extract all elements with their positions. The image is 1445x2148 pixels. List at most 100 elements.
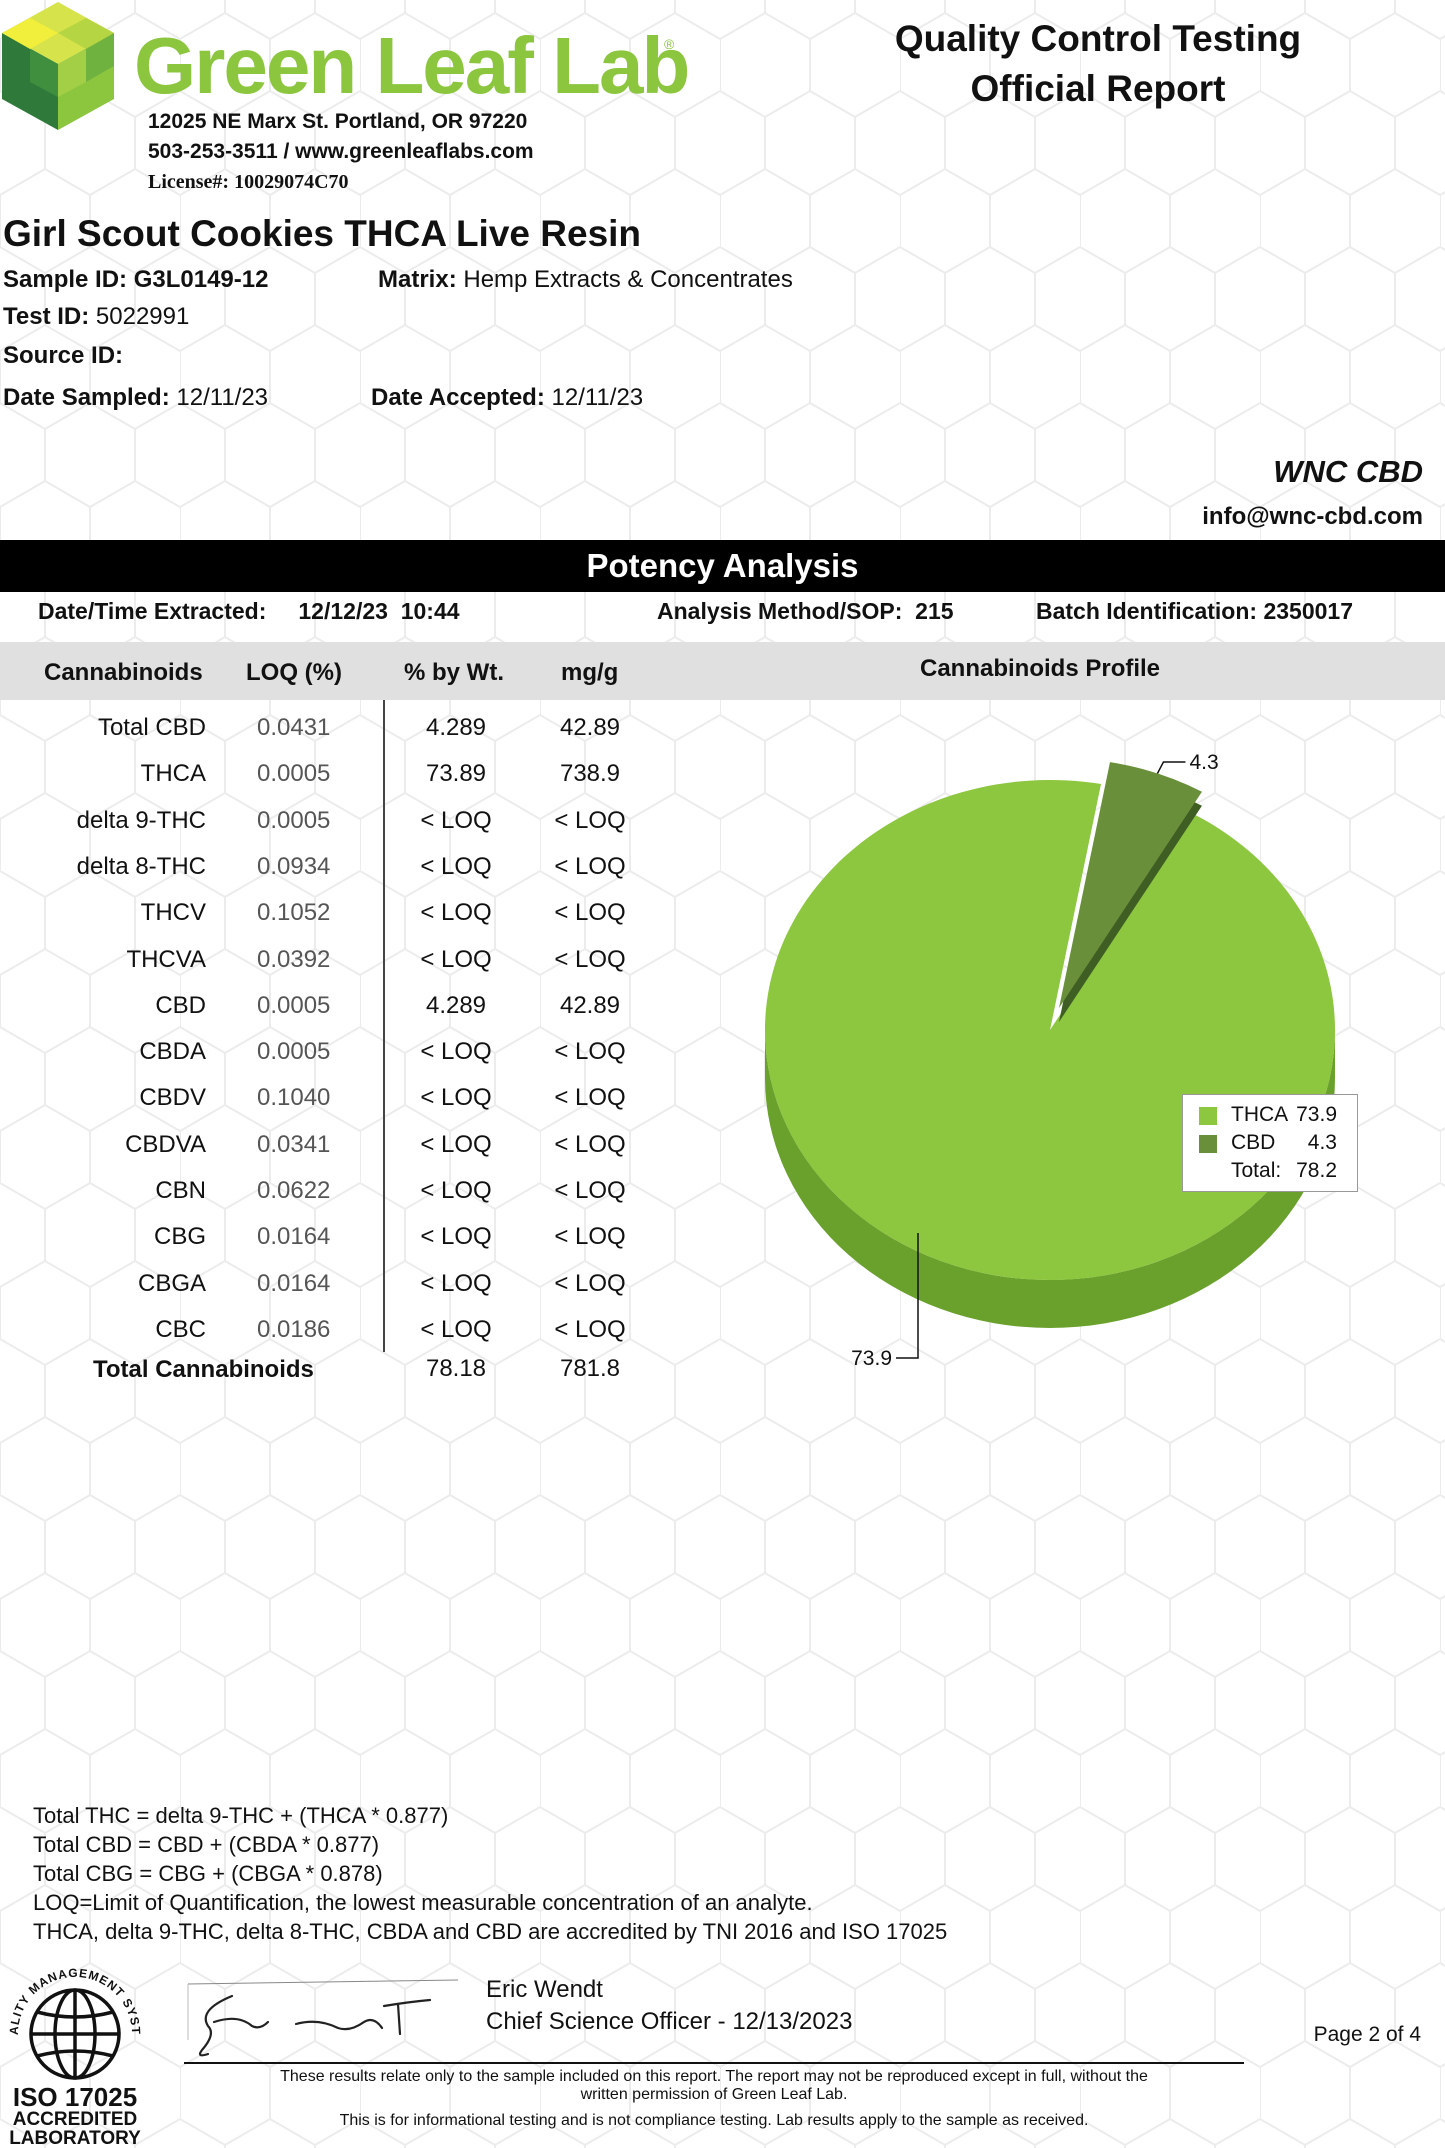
legend-swatch-thca <box>1199 1107 1217 1125</box>
leader-cbd <box>1156 761 1186 774</box>
cannabinoid-loq: 0.0164 <box>257 1270 331 1297</box>
cannabinoid-mgg: < LOQ <box>554 853 626 880</box>
cannabinoid-mgg: < LOQ <box>554 899 626 926</box>
cannabinoid-name: CBDVA <box>125 1131 206 1158</box>
legend-label-cbd: CBD <box>1231 1131 1276 1154</box>
cannabinoid-pct: < LOQ <box>420 1223 492 1250</box>
date-time-extracted: Date/Time Extracted: 12/12/23 10:44 <box>38 598 460 624</box>
signatory-title: Chief Science Officer - 12/13/2023 <box>486 2008 853 2035</box>
cannabinoid-pct: 73.89 <box>425 760 487 787</box>
cannabinoid-pct: < LOQ <box>420 1270 492 1297</box>
cannabinoid-name: CBDA <box>139 1038 206 1065</box>
legend-value-cbd: 4.3 <box>1307 1131 1337 1154</box>
lab-logo-wordmark: Green Leaf Lab <box>134 21 690 110</box>
cannabinoid-name: Total CBD <box>97 714 206 741</box>
footer-compliance-note: This is for informational testing and is… <box>339 2112 1089 2129</box>
cannabinoid-loq: 0.0622 <box>257 1177 331 1204</box>
cannabinoid-mgg: < LOQ <box>554 1270 626 1297</box>
data-label-thca: 73.9 <box>851 1347 892 1370</box>
pie-slice-thca <box>765 780 1335 1280</box>
analysis-method: Analysis Method/SOP: 215 <box>657 598 954 624</box>
cannabinoid-loq: 0.0186 <box>257 1316 331 1343</box>
total-cannabinoids-mgg: 781.8 <box>559 1355 621 1382</box>
cannabinoid-mgg: < LOQ <box>554 1038 626 1065</box>
report-title-line-2: Official Report <box>970 68 1226 109</box>
cannabinoid-pct: < LOQ <box>420 1038 492 1065</box>
header-cannabinoids-profile: Cannabinoids Profile <box>920 655 1161 682</box>
batch-identification: Batch Identification: 2350017 <box>1036 598 1353 624</box>
cannabinoid-mgg: < LOQ <box>554 1177 626 1204</box>
test-id: Test ID: 5022991 <box>3 303 190 330</box>
cannabinoid-mgg: < LOQ <box>554 1223 626 1250</box>
cannabinoid-mgg: < LOQ <box>554 946 626 973</box>
client-email: info@wnc-cbd.com <box>1202 503 1423 530</box>
footer-disclaimer: These results relate only to the sample … <box>184 2068 1244 2104</box>
cannabinoid-pct: < LOQ <box>420 946 492 973</box>
legend-label-thca: THCA <box>1231 1103 1289 1126</box>
product-title: Girl Scout Cookies THCA Live Resin <box>3 213 642 254</box>
total-cannabinoids-pct: 78.18 <box>425 1355 487 1382</box>
data-label-cbd: 4.3 <box>1189 751 1218 774</box>
footer-line-1: These results relate only to the sample … <box>280 2068 1148 2085</box>
cannabinoid-pct: < LOQ <box>420 1084 492 1111</box>
iso-ring-text: QUALITY MANAGEMENT SYSTEM <box>0 1962 142 2035</box>
header-pct-by-wt: % by Wt. <box>404 659 504 686</box>
cannabinoid-name: THCVA <box>126 946 206 973</box>
cannabinoid-loq: 0.0392 <box>257 946 331 973</box>
table-divider <box>383 700 385 1352</box>
source-id: Source ID: <box>3 342 124 369</box>
lab-license: License#: 10029074C70 <box>148 171 349 193</box>
legend-swatch-cbd <box>1199 1135 1217 1153</box>
note-total-cbg: Total CBG = CBG + (CBGA * 0.878) <box>33 1861 383 1886</box>
footer-rule <box>184 2062 1244 2064</box>
client-name: WNC CBD <box>1273 454 1423 489</box>
cannabinoid-name: CBC <box>155 1316 206 1343</box>
cannabinoid-pct: 4.289 <box>425 714 487 741</box>
report-title-line-1: Quality Control Testing <box>894 18 1302 59</box>
cannabinoid-mgg: < LOQ <box>554 807 626 834</box>
header-loq: LOQ (%) <box>246 659 342 686</box>
cannabinoid-name: CBD <box>155 992 206 1019</box>
cannabinoid-name: CBGA <box>137 1270 206 1297</box>
sample-id: Sample ID: G3L0149-12 <box>3 266 269 293</box>
report-title: Quality Control Testing Official Report <box>838 14 1358 114</box>
page-number: Page 2 of 4 <box>1313 2023 1421 2046</box>
iso-accreditation-badge: QUALITY MANAGEMENT SYSTEM <box>0 1962 142 2080</box>
cannabinoid-name: CBG <box>153 1223 206 1250</box>
matrix: Matrix: Hemp Extracts & Concentrates <box>378 266 793 293</box>
cannabinoid-pct: < LOQ <box>420 853 492 880</box>
cannabinoid-mgg: < LOQ <box>554 1131 626 1158</box>
globe-icon <box>29 1988 121 2080</box>
cannabinoid-pct: < LOQ <box>420 1177 492 1204</box>
lab-address: 12025 NE Marx St. Portland, OR 97220 <box>148 110 528 133</box>
footer-line-2: written permission of Green Leaf Lab. <box>580 2086 848 2103</box>
cannabinoid-pct: < LOQ <box>420 899 492 926</box>
cannabinoid-name: CBDV <box>139 1084 206 1111</box>
total-cannabinoids-label: Total Cannabinoids <box>93 1356 314 1383</box>
lab-contact: 503-253-3511 / www.greenleaflabs.com <box>148 140 534 163</box>
leader-thca <box>896 1233 919 1359</box>
header-mg-per-g: mg/g <box>561 659 619 686</box>
cannabinoid-mgg: 42.89 <box>559 992 621 1019</box>
iso-badge-text: ISO 17025 ACCREDITED LABORATORY <box>0 2084 150 2148</box>
cannabinoid-loq: 0.0934 <box>257 853 331 880</box>
cannabinoid-loq: 0.0431 <box>257 714 331 741</box>
cannabinoid-name: delta 8-THC <box>76 853 206 880</box>
cannabinoid-name: THCA <box>140 760 206 787</box>
cannabinoid-name: delta 9-THC <box>76 807 206 834</box>
legend-total-value: 78.2 <box>1296 1159 1337 1182</box>
cannabinoid-name: CBN <box>155 1177 206 1204</box>
date-accepted: Date Accepted: 12/11/23 <box>371 384 644 411</box>
cannabinoid-loq: 0.0005 <box>257 992 331 1019</box>
cannabinoid-mgg: < LOQ <box>554 1084 626 1111</box>
signature-image <box>187 1979 458 2057</box>
chart-legend: THCA 73.9 CBD 4.3 Total: 78.2 <box>1182 1094 1358 1192</box>
pie-side <box>765 1030 1335 1328</box>
registered-mark: ® <box>664 36 675 52</box>
iso-laboratory: LABORATORY <box>9 2128 141 2148</box>
notes: Total THC = delta 9-THC + (THCA * 0.877)… <box>33 1801 947 1946</box>
note-accreditation: THCA, delta 9-THC, delta 8-THC, CBDA and… <box>33 1919 948 1944</box>
cannabinoid-loq: 0.0005 <box>257 760 331 787</box>
cannabinoid-pct: < LOQ <box>420 807 492 834</box>
cannabinoid-mgg: < LOQ <box>554 1316 626 1343</box>
